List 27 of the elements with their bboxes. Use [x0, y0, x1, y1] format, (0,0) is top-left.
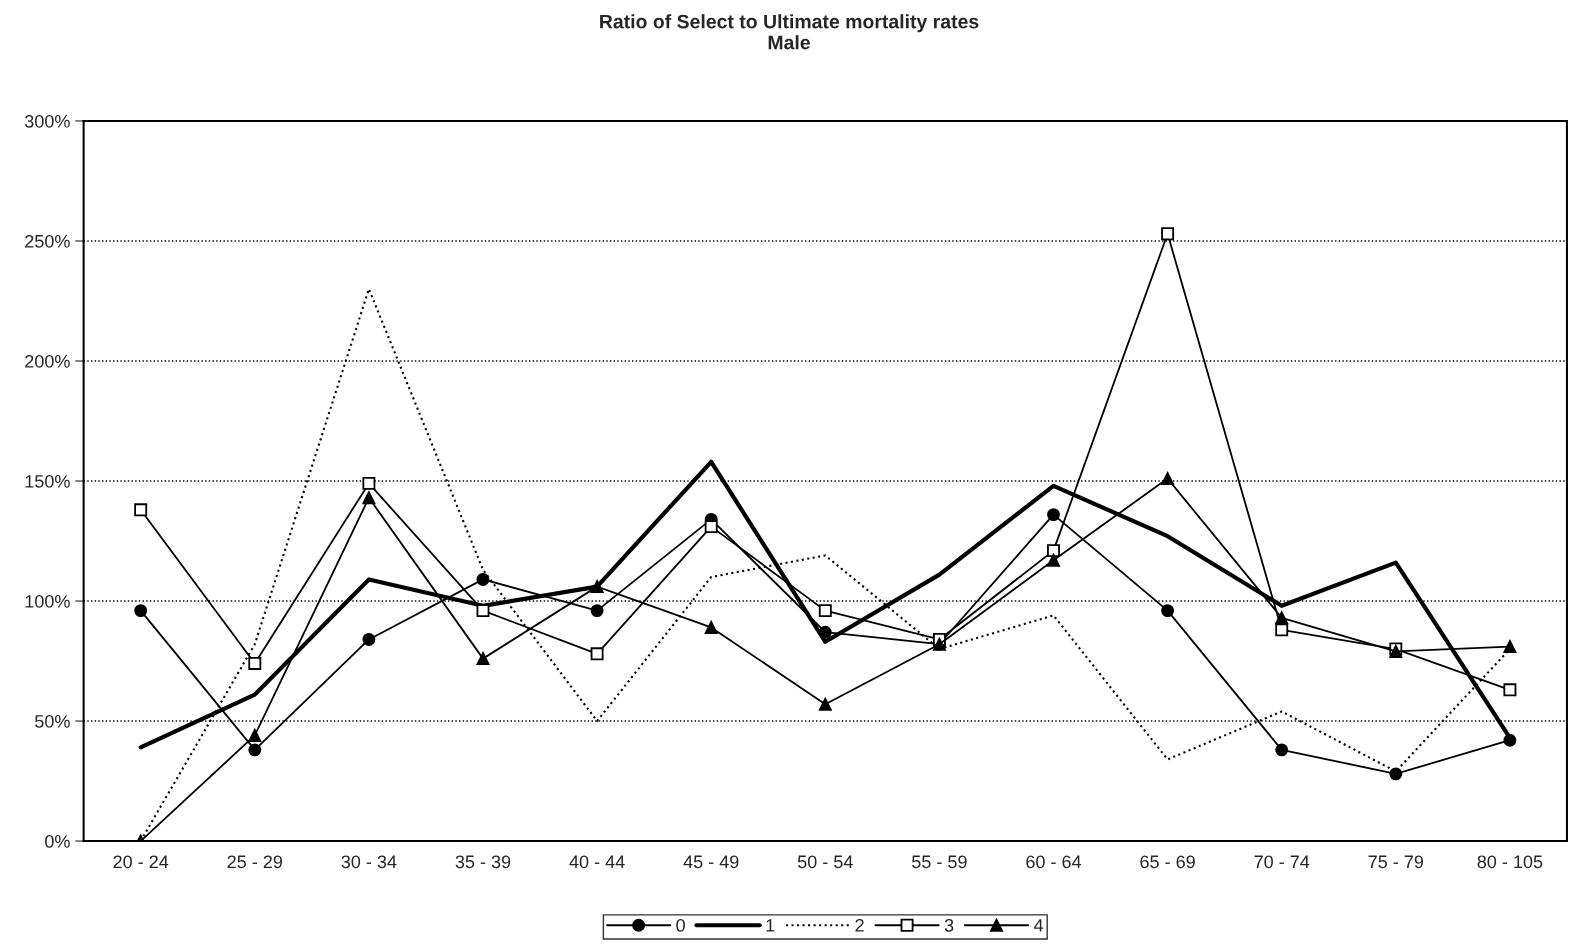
- x-tick-label: 45 - 49: [683, 855, 739, 869]
- x-tick-label: 20 - 24: [113, 855, 169, 869]
- legend-label: 4: [1033, 919, 1044, 932]
- y-tick-label: 300%: [24, 114, 70, 128]
- legend-label: 1: [766, 919, 775, 932]
- chart-subtitle: Male: [768, 35, 810, 50]
- x-tick-label: 75 - 79: [1368, 855, 1424, 869]
- x-tick-label: 60 - 64: [1026, 855, 1082, 869]
- x-tick-label: 80 - 105: [1477, 855, 1543, 869]
- legend-label: 2: [855, 918, 864, 932]
- y-tick-label: 50%: [35, 714, 70, 728]
- y-tick-label: 100%: [25, 594, 70, 608]
- x-tick-label: 35 - 39: [455, 855, 511, 869]
- x-tick-label: 50 - 54: [797, 855, 853, 869]
- y-tick-label: 150%: [25, 474, 70, 488]
- legend-label: 3: [944, 918, 954, 932]
- y-tick-label: 0%: [45, 834, 70, 848]
- legend-label: 0: [676, 918, 685, 932]
- x-tick-label: 40 - 44: [569, 855, 625, 869]
- x-tick-label: 65 - 69: [1140, 855, 1195, 869]
- x-tick-label: 25 - 29: [227, 855, 283, 869]
- chart-title: Ratio of Select to Ultimate mortality rates: [600, 14, 979, 33]
- x-tick-label: 70 - 74: [1254, 855, 1310, 869]
- y-tick-label: 250%: [25, 234, 70, 248]
- x-tick-label: 55 - 59: [912, 855, 967, 869]
- y-tick-label: 200%: [25, 354, 70, 368]
- x-tick-label: 30 - 34: [341, 855, 397, 869]
